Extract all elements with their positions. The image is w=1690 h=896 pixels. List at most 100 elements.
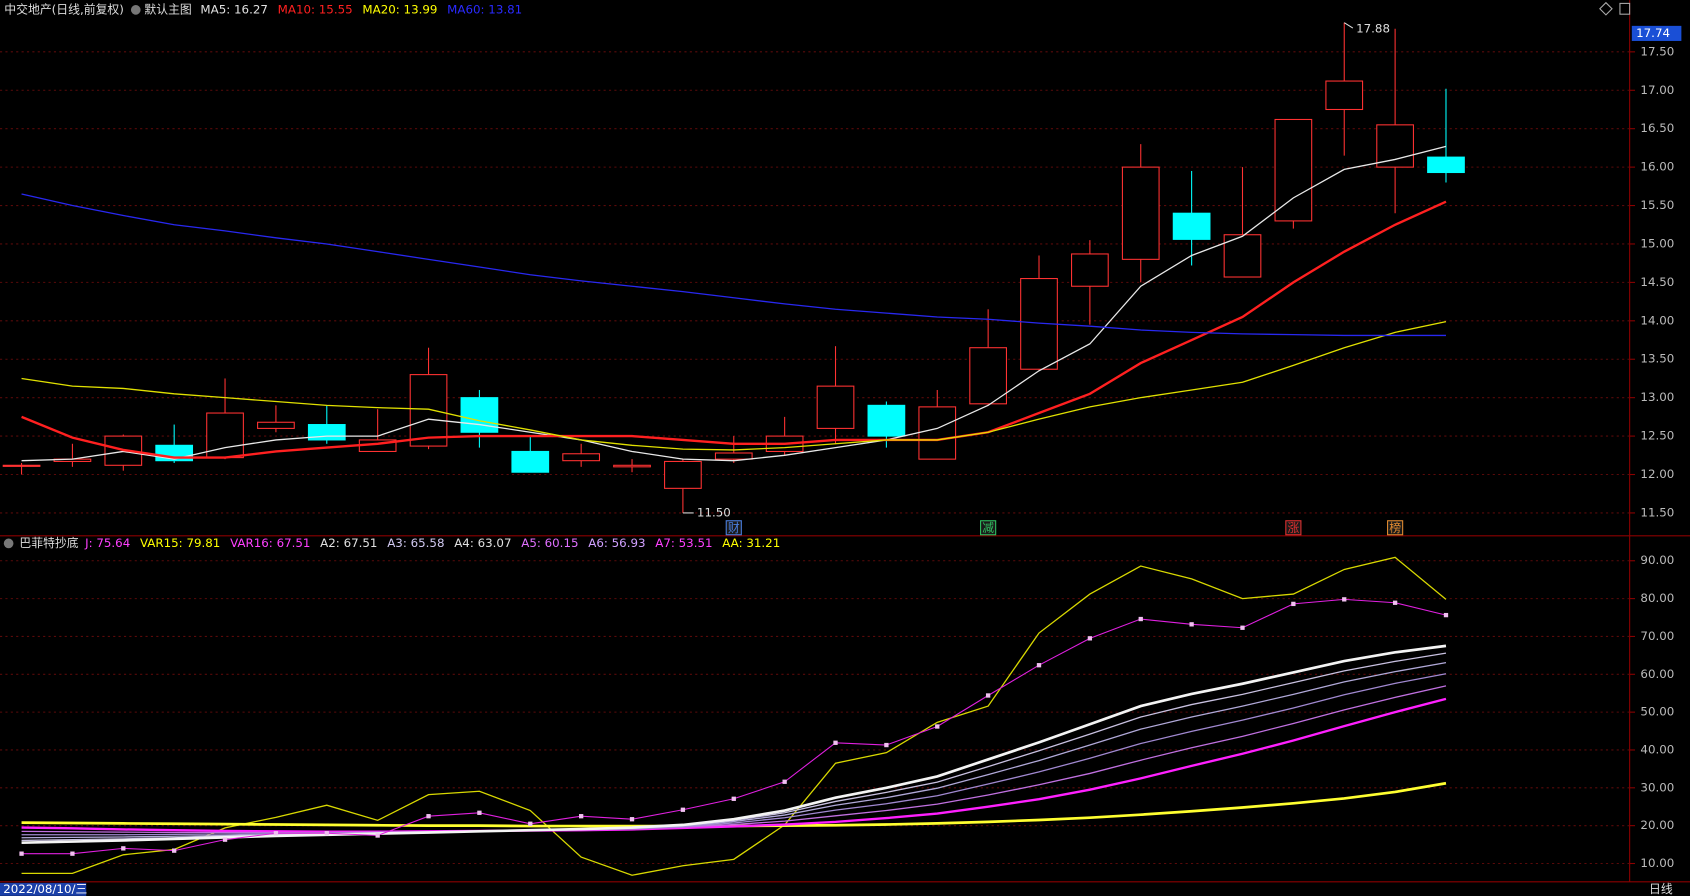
event-label: 榜 [1389, 521, 1401, 535]
y-tick-label: 15.50 [1640, 198, 1674, 212]
candle-body [562, 453, 601, 462]
last-price-box [1631, 25, 1682, 41]
y-tick-label: 70.00 [1640, 629, 1674, 643]
candle-body [409, 374, 448, 447]
candle-body [511, 450, 550, 473]
extreme-label: 17.88 [1356, 22, 1390, 36]
legend-entry: A7: 53.51 [655, 536, 712, 550]
y-tick-label: 40.00 [1640, 742, 1674, 756]
icon-diamond[interactable] [1599, 1, 1613, 16]
y-tick-label: 11.50 [1640, 505, 1674, 519]
y-tick-label: 14.00 [1640, 313, 1674, 327]
series-marker [935, 724, 940, 729]
y-tick-label: 16.50 [1640, 121, 1674, 135]
series-marker [1291, 601, 1296, 607]
y-tick-label: 30.00 [1640, 780, 1674, 794]
event-label: 减 [982, 521, 994, 535]
series-line [21, 556, 1447, 876]
chart-title: 中交地产(日线,前复权) [4, 2, 124, 16]
legend-entry: A2: 67.51 [320, 536, 377, 550]
series-marker [629, 817, 635, 822]
candle-body [816, 385, 855, 429]
y-tick-label: 60.00 [1640, 667, 1674, 681]
candle-body [1121, 166, 1160, 260]
series-marker [782, 779, 787, 784]
series-line [21, 697, 1447, 833]
last-price-label: 17.74 [1636, 26, 1670, 40]
y-tick-label: 50.00 [1640, 705, 1674, 719]
candle-body [1376, 124, 1414, 168]
event-badge [725, 520, 742, 536]
candle-body [2, 464, 41, 467]
icon-window[interactable] [1619, 2, 1631, 15]
event-label: 财 [728, 521, 740, 535]
series-line [21, 193, 1446, 337]
series-marker [19, 851, 24, 856]
candle-body [664, 460, 702, 489]
series-marker [1036, 663, 1042, 668]
series-marker [273, 831, 279, 836]
series-marker [833, 740, 838, 745]
series-marker [426, 814, 431, 819]
series-line [21, 685, 1447, 834]
legend-entry: A5: 60.15 [521, 536, 578, 550]
y-tick-label: 17.50 [1640, 44, 1674, 58]
series-marker [578, 814, 584, 819]
legend-entry: MA5: 16.27 [200, 2, 268, 16]
event-badge [980, 520, 997, 536]
series-marker [884, 742, 889, 748]
y-tick-label: 12.00 [1640, 467, 1674, 481]
series-marker [172, 848, 177, 853]
menu-icon [3, 538, 14, 549]
y-tick-label: 90.00 [1640, 553, 1674, 567]
legend-entry: VAR15: 79.81 [140, 536, 220, 550]
candle-body [1172, 212, 1211, 240]
y-tick-label: 20.00 [1640, 818, 1674, 832]
series-line [21, 145, 1447, 462]
candle-body [257, 421, 295, 429]
series-marker [477, 810, 482, 815]
event-badge [1285, 520, 1302, 536]
y-tick-label: 13.50 [1640, 352, 1674, 366]
candle-body [714, 452, 753, 460]
extreme-label: 11.50 [697, 505, 731, 519]
series-marker [121, 846, 126, 851]
legend-entry: A3: 65.58 [387, 536, 444, 550]
series-marker [1443, 612, 1449, 618]
y-tick-label: 16.00 [1640, 160, 1674, 174]
y-tick-label: 15.00 [1640, 236, 1674, 250]
series-marker [731, 796, 736, 801]
legend-entry: AA: 31.21 [722, 536, 780, 550]
y-tick-label: 14.50 [1640, 275, 1674, 289]
candle-body [918, 406, 957, 460]
legend-entry: J: 75.64 [84, 536, 130, 550]
series-marker [375, 833, 380, 838]
candle-body [613, 464, 651, 468]
series-line [21, 662, 1447, 839]
footer-date: 2022/08/10/三 [3, 882, 87, 896]
series-marker [1392, 600, 1398, 605]
y-tick-label: 80.00 [1640, 591, 1674, 605]
extreme-arrow [1343, 22, 1354, 29]
menu-icon [130, 5, 141, 15]
y-tick-label: 17.00 [1640, 83, 1674, 97]
y-tick-label: 12.50 [1640, 429, 1674, 443]
legend-entry: A6: 56.93 [588, 536, 645, 550]
candle-body [867, 404, 906, 437]
series-line [21, 320, 1447, 451]
event-badge [1387, 520, 1404, 536]
series-marker [1240, 625, 1245, 630]
footer-period[interactable]: 日线 [1649, 882, 1673, 896]
legend-entry: VAR16: 67.51 [230, 536, 310, 550]
y-tick-label: 13.00 [1640, 390, 1674, 404]
series-marker [324, 831, 329, 836]
series-marker [528, 821, 533, 826]
legend-entry: MA60: 13.81 [447, 2, 522, 16]
chart-title: 巴菲特抄底 [19, 536, 78, 550]
series-line [21, 673, 1447, 836]
series-marker [1342, 597, 1347, 602]
series-marker [70, 851, 75, 856]
candle-body [1325, 80, 1364, 111]
series-marker [1138, 616, 1143, 622]
